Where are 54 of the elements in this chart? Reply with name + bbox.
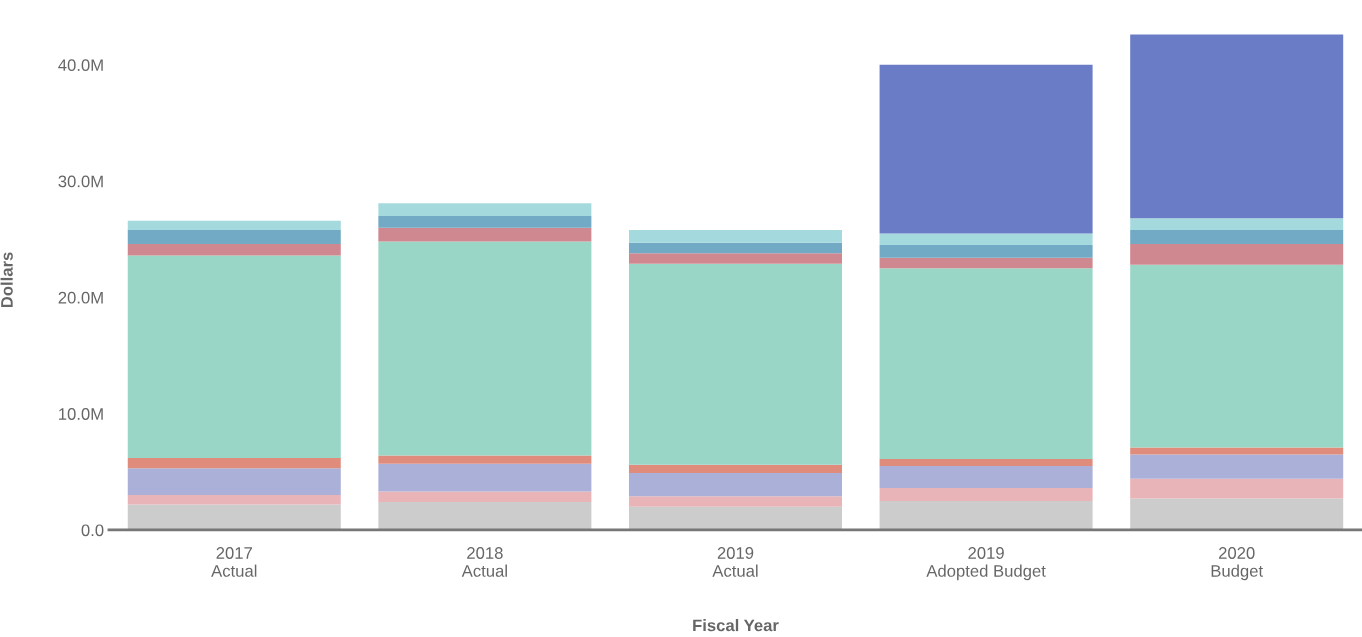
bar [879,257,1093,269]
bar [378,502,592,530]
y-tick-label: 40.0M [58,59,103,72]
x-axis-title: Fiscal Year [693,619,779,632]
bar [378,491,592,503]
bar [628,506,842,530]
bar [127,457,341,469]
x-tick-label: 2018 Actual [461,547,507,577]
x-tick-label: 2019 Actual [712,547,758,577]
y-axis-title: Dollars [0,252,13,308]
bar [628,253,842,264]
bar [1130,454,1344,479]
bar [628,496,842,507]
bar [1130,218,1344,230]
bar [879,466,1093,489]
bar [127,220,341,230]
bar [1130,478,1344,499]
bar [378,216,592,228]
bar [127,255,341,458]
bar [628,473,842,497]
bar [879,459,1093,467]
bar [127,468,341,496]
bar [1130,34,1344,219]
bar [378,227,592,242]
bar [378,241,592,456]
bar [378,463,592,492]
bar [879,233,1093,246]
bar [879,64,1093,234]
bar [628,242,842,254]
y-tick-label: 0.0 [81,524,104,537]
bar [628,263,842,465]
bar [1130,229,1344,244]
bar [1130,447,1344,455]
bar [127,495,341,505]
bar [879,245,1093,258]
bar [1130,243,1344,265]
y-tick-label: 30.0M [58,175,103,188]
bar [879,268,1093,460]
x-tick-label: 2017 Actual [211,547,257,577]
bar [879,500,1093,530]
bar [378,455,592,464]
bar [628,464,842,473]
bar [1130,498,1344,530]
bar [1130,264,1344,448]
bar [127,504,341,530]
bar [628,229,842,243]
y-tick-label: 10.0M [59,408,103,420]
x-tick-label: 2019 Adopted Budget [926,547,1046,581]
bar [378,203,592,216]
bar [879,488,1093,501]
bar [127,229,341,244]
x-tick-label: 2020 Budget [1211,547,1263,581]
bar [127,243,341,256]
y-tick-label: 20.0M [58,291,103,304]
